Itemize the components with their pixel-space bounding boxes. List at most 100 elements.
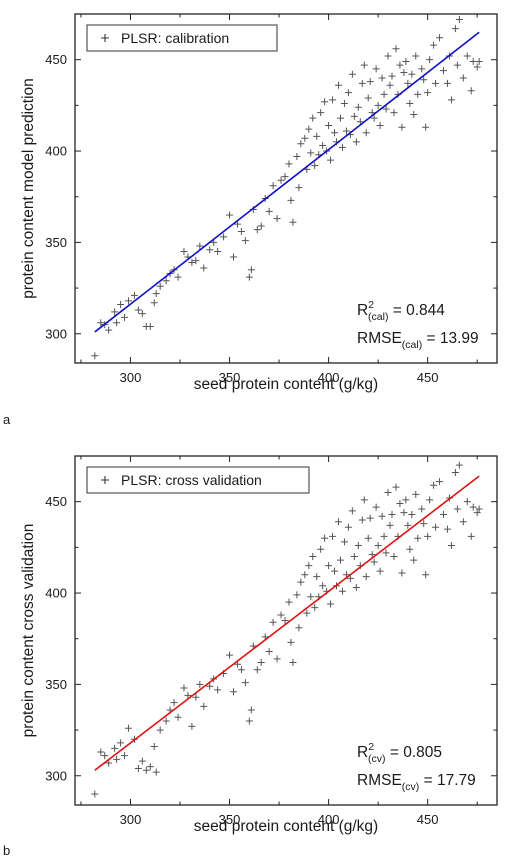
panel-b-data-point [277, 611, 285, 619]
panel-a-data-point [293, 153, 301, 161]
panel-a-data-point [97, 319, 105, 327]
panel-b-legend-label: PLSR: cross validation [121, 472, 262, 488]
panel-b-data-point [150, 743, 158, 751]
panel-a-data-point [152, 290, 160, 298]
panel-b-data-point [453, 505, 461, 513]
panel-b-data-point [420, 520, 428, 528]
panel-a-x-tick-label: 300 [120, 370, 142, 385]
panel-b-data-point [354, 542, 362, 550]
panel-a-data-point [424, 89, 432, 97]
panel-a-data-point [192, 257, 200, 265]
panel-b-data-point [174, 713, 182, 721]
panel-b-y-tick-label: 400 [45, 586, 67, 601]
panel-a-data-point [335, 81, 343, 89]
panel-b-data-point [469, 503, 477, 511]
panel-a-data-point [295, 184, 303, 192]
panel-a-data-point [105, 326, 113, 334]
panel-b-data-point [440, 510, 448, 518]
panel-b-data-point [196, 680, 204, 688]
panel-a-data-point [206, 246, 214, 254]
panel-b-data-point [344, 523, 352, 531]
panel-b-data-point [317, 545, 325, 553]
panel-b-data-point [311, 604, 319, 612]
panel-a-data-point [188, 259, 196, 267]
panel-a-data-point [297, 140, 305, 148]
panel-a-data-point [378, 74, 386, 82]
panel-b-data-point [269, 618, 277, 626]
panel-a-data-point [459, 74, 467, 82]
panel-a-data-point [469, 58, 477, 66]
panel-a-data-point [473, 63, 481, 71]
panel-a-data-point [269, 182, 277, 190]
panel-b-legend-box [86, 466, 310, 494]
panel-a-data-point [443, 79, 451, 87]
panel-b-data-point [408, 510, 416, 518]
panel-b-data-point [329, 532, 337, 540]
panel-b-data-point [257, 658, 265, 666]
panel-a-data-point [265, 207, 273, 215]
panel-a-data-point [374, 101, 382, 109]
panel-b-data-point [451, 468, 459, 476]
panel-b-data-point [237, 666, 245, 674]
panel-b-data-point [305, 562, 313, 570]
panel-a-y-axis-title: protein content model prediction [20, 78, 37, 299]
panel-b-panel-letter: b [3, 843, 10, 858]
panel-a-data-point [396, 61, 404, 69]
panel-a-data-point [453, 61, 461, 69]
panel-b-data-point [380, 532, 388, 540]
panel-a-data-point [451, 25, 459, 33]
panel-b-data-point [327, 600, 335, 608]
panel-a-data-point [325, 121, 333, 129]
panel-a-data-point [348, 70, 356, 78]
panel-a-data-point [336, 114, 344, 122]
panel-b-data-point [392, 483, 400, 491]
panel-b-points [91, 461, 483, 798]
panel-a-data-point [196, 242, 204, 250]
panel-a-data-point [245, 273, 253, 281]
panel-a-data-point [390, 109, 398, 117]
panel-b-data-point [321, 534, 329, 542]
panel-a-data-point [327, 156, 335, 164]
panel-b-data-point [142, 766, 150, 774]
panel-a-data-point [455, 15, 463, 23]
panel-b-data-point [229, 688, 237, 696]
panel-b-y-tick-label: 450 [45, 494, 67, 509]
panel-b-data-point [325, 562, 333, 570]
panel-b-data-point [319, 582, 327, 590]
panel-b-data-point [388, 510, 396, 518]
panel-b-y-axis-title: protein content cross validation [20, 524, 37, 738]
panel-a-data-point [408, 70, 416, 78]
panel-b-data-point [162, 717, 170, 725]
panel-a-data-point [344, 89, 352, 97]
panel-a-data-point [180, 248, 188, 256]
panel-a-data-point [402, 58, 410, 66]
panel-b-data-point [335, 518, 343, 526]
panel-b-data-point [245, 717, 253, 725]
panel-a-data-point [392, 45, 400, 53]
panel-b-data-point [406, 545, 414, 553]
panel-a-data-point [447, 96, 455, 104]
panel-a-rmse-annotation: RMSE(cal) = 13.99 [357, 330, 479, 351]
panel-a-data-point [150, 299, 158, 307]
panel-a-data-point [313, 132, 321, 140]
panel-a-data-point [319, 142, 327, 150]
panel-b-data-point [370, 558, 378, 566]
panel-a-legend-label: PLSR: calibration [121, 30, 229, 46]
panel-a-data-point [237, 227, 245, 235]
panel-b-data-point [241, 679, 249, 687]
panel-a-x-axis-title: seed protein content (g/kg) [194, 376, 378, 393]
panel-a-data-point [273, 215, 281, 223]
panel-b-data-point [113, 755, 121, 763]
panel-a-data-point [229, 253, 237, 261]
panel-a-data-point [134, 306, 142, 314]
panel-a-y-tick-label: 300 [45, 326, 67, 341]
panel-a-data-point [420, 76, 428, 84]
panel-b-data-point [364, 534, 372, 542]
panel-b-data-point [346, 574, 354, 582]
panel-b-regression-line [94, 475, 480, 771]
panel-b-data-point [402, 496, 410, 504]
panel-a-data-point [410, 110, 418, 118]
panel-b-x-tick-label: 350 [219, 812, 241, 827]
panel-a-data-point [406, 100, 414, 108]
panel-a-data-point [366, 78, 374, 86]
